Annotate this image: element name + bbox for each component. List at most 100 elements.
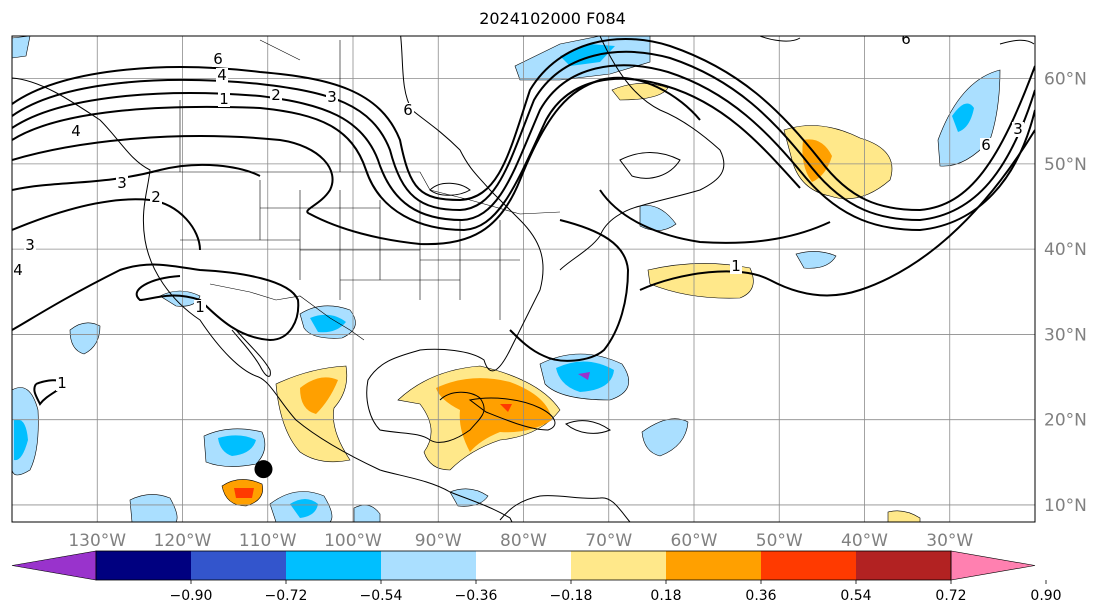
anomaly-patch <box>69 322 101 355</box>
colorbar-segment <box>381 551 477 580</box>
anomaly-patch <box>952 103 974 132</box>
contour-label-bg <box>12 263 24 278</box>
colorbar-segment <box>286 551 382 580</box>
map-frame <box>11 35 1036 523</box>
lon-tick-label: 90°W <box>415 531 462 551</box>
colorbar-segment <box>571 551 667 580</box>
lon-tick-label: 130°W <box>68 531 126 551</box>
contour-label-bg <box>1012 122 1024 137</box>
contour-label-bg <box>326 90 338 105</box>
lat-tick-label: 10°N <box>1044 496 1087 516</box>
lon-tick-label: 50°W <box>756 531 803 551</box>
anomaly-patch <box>500 404 512 412</box>
colorbar-segment <box>666 551 762 580</box>
contour-label: 6 <box>213 50 223 68</box>
anomaly-patch <box>234 488 254 498</box>
contour-label-bg <box>24 238 36 253</box>
contour-label-bg <box>150 190 162 205</box>
storm-center-marker <box>254 460 273 479</box>
longitude-tick-labels: 130°W 120°W 110°W 100°W 90°W 80°W 70°W 60°W 50°W… <box>68 531 973 551</box>
anomaly-shading <box>12 36 1001 522</box>
contour-lines <box>12 37 1035 406</box>
anomaly-patch <box>560 44 615 66</box>
lat-tick-label: 40°N <box>1044 240 1087 260</box>
anomaly-patch <box>310 314 346 333</box>
colorbar-tick-label: 0.18 <box>650 588 681 604</box>
colorbar-tick-label: −0.18 <box>550 588 593 604</box>
lon-tick-label: 40°W <box>841 531 888 551</box>
lon-tick-label: 30°W <box>926 531 973 551</box>
contour-label: 3 <box>1013 120 1023 138</box>
anomaly-patch <box>353 504 381 522</box>
colorbar-tick-label: 0.36 <box>745 588 776 604</box>
contour-label: 3 <box>117 174 127 192</box>
anomaly-patch <box>14 419 28 461</box>
anomaly-patch <box>795 251 837 269</box>
contour-label: 1 <box>195 298 205 316</box>
contour-label: 6 <box>901 30 911 48</box>
anomaly-patch <box>639 205 677 231</box>
lon-tick-label: 100°W <box>324 531 382 551</box>
anomaly-patch <box>12 36 31 59</box>
colorbar-tick-label: 0.90 <box>1030 588 1061 604</box>
colorbar <box>11 550 1036 581</box>
anomaly-patch <box>641 418 689 457</box>
anomaly-patch <box>802 139 832 182</box>
lat-tick-label: 20°N <box>1044 411 1087 431</box>
lon-tick-label: 120°W <box>154 531 212 551</box>
contour-label-bg <box>116 176 128 191</box>
contour-label-bg <box>212 52 224 67</box>
contour-label: 2 <box>271 86 281 104</box>
contour-label-bg <box>194 300 206 315</box>
political-borders <box>150 39 561 341</box>
contour-label: 4 <box>217 66 227 84</box>
lon-tick-label: 80°W <box>500 531 547 551</box>
lon-tick-label: 110°W <box>239 531 297 551</box>
latitude-tick-labels: 60°N 50°N 40°N 30°N 20°N 10°N <box>1044 70 1087 516</box>
colorbar-tick-labels: −0.90 −0.72 −0.54 −0.36 −0.18 0.18 0.36 0.54 0.7… <box>170 580 1062 604</box>
contour-label: 3 <box>327 88 337 106</box>
contour-label-bg <box>70 124 82 139</box>
chart-title: 2024102000 F084 <box>479 9 626 28</box>
contour-label-bg <box>216 68 228 83</box>
contour-label-bg <box>980 138 992 153</box>
contour-label: 1 <box>219 90 229 108</box>
lat-tick-label: 30°N <box>1044 325 1087 345</box>
contour-label: 4 <box>13 261 23 279</box>
contour-label: 6 <box>403 101 413 119</box>
contour-label-bg <box>218 92 230 107</box>
colorbar-tick-label: −0.36 <box>455 588 498 604</box>
contour-label: 3 <box>25 236 35 254</box>
contour-label-bg <box>900 36 912 47</box>
contour-label: 2 <box>151 188 161 206</box>
colorbar-segment <box>761 551 857 580</box>
contour-label: 1 <box>57 374 67 392</box>
contour-label: 6 <box>981 136 991 154</box>
contour-labels: 641236432134111636 <box>12 30 1024 392</box>
colorbar-tick-label: −0.72 <box>265 588 308 604</box>
contour-label-bg <box>402 103 414 118</box>
anomaly-patch <box>887 510 921 522</box>
lon-tick-label: 60°W <box>671 531 718 551</box>
lat-tick-label: 50°N <box>1044 155 1087 175</box>
colorbar-segment <box>96 551 192 580</box>
colorbar-segment <box>476 551 572 580</box>
lat-tick-label: 60°N <box>1044 70 1087 90</box>
colorbar-tick-label: −0.90 <box>170 588 213 604</box>
contour-label-bg <box>270 88 282 103</box>
colorbar-extend-high <box>950 550 1036 581</box>
colorbar-tick-label: 0.54 <box>840 588 871 604</box>
colorbar-segment <box>856 551 952 580</box>
colorbar-tick-label: −0.54 <box>360 588 403 604</box>
anomaly-patch <box>578 372 590 380</box>
contour-label: 4 <box>71 122 81 140</box>
contour-label-bg <box>730 259 742 274</box>
colorbar-segment <box>191 551 287 580</box>
anomaly-patch <box>611 83 669 101</box>
anomaly-patch <box>290 499 318 518</box>
colorbar-extend-low <box>11 550 97 581</box>
lon-tick-label: 70°W <box>585 531 632 551</box>
anomaly-patch <box>218 435 256 456</box>
colorbar-outline <box>95 550 952 581</box>
